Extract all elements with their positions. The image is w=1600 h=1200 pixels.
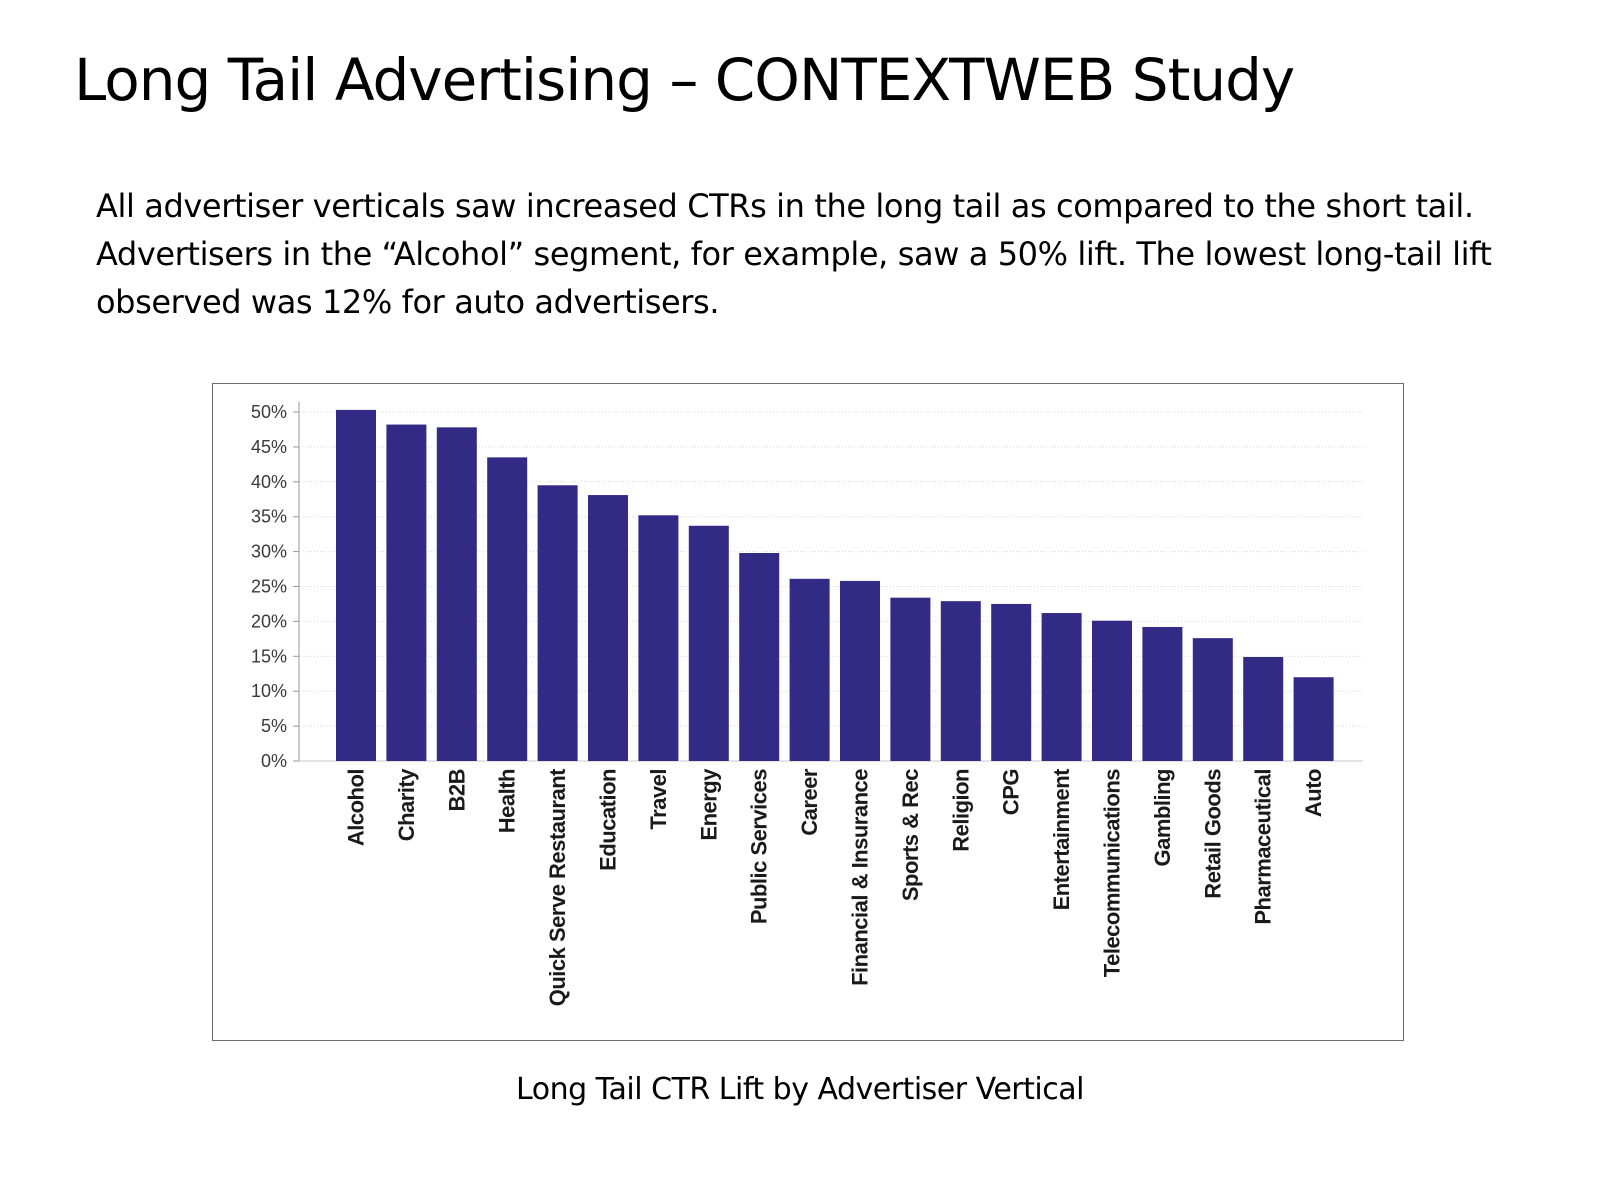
x-category-label: Health [495,769,520,833]
slide-body-text: All advertiser verticals saw increased C… [96,187,1492,321]
bar-travel [638,515,679,761]
bar-auto [1293,677,1334,761]
x-category-label: Auto [1301,769,1326,817]
x-category-label: Career [797,768,822,836]
bar-sports-rec [890,597,931,761]
x-category-label: Energy [696,768,721,841]
bar-education [588,495,628,761]
bar-chart: 0% 5% 10% 15% 20% 25% 30% 35% 40% 45% 50% Alcohol Ch… [251,402,1363,1006]
x-category-label: Telecommunications [1100,769,1125,977]
x-category-label: Travel [646,769,671,830]
x-category-label: Retail Goods [1200,769,1225,899]
x-category-label: Pharmaceutical [1251,769,1276,925]
x-category-label: Education [596,769,621,871]
x-category-label: Sports & Rec [898,769,923,901]
bar-cpg [991,603,1032,761]
x-category-label: CPG [999,769,1024,815]
bar-alcohol [336,409,376,761]
y-tick-label: 5% [261,716,287,736]
chart-caption: Long Tail CTR Lift by Advertiser Vertica… [516,1072,1084,1107]
x-category-label: B2B [444,769,469,812]
bar-entertainment [1041,613,1082,761]
bar-religion [940,601,981,761]
slide-title: Long Tail Advertising – CONTEXTWEB Study [74,46,1295,114]
bar-retail-goods [1192,638,1233,761]
bar-financial-insurance [840,580,880,761]
bar-energy [688,525,729,761]
x-category-label: Public Services [747,769,772,924]
bar-gambling [1142,626,1183,761]
bar-health [487,457,528,761]
bar-pharmaceutical [1243,656,1284,761]
x-category-label: Alcohol [344,769,369,846]
y-tick-label: 25% [251,577,287,597]
y-tick-label: 30% [251,542,287,562]
x-category-label: Entertainment [1049,768,1074,911]
y-tick-label: 20% [251,611,287,631]
bar-public-services [739,552,780,761]
x-category-label: Financial & Insurance [848,769,873,986]
bar-b2b [436,427,477,761]
x-category-label: Charity [394,768,419,842]
chart-frame: 0% 5% 10% 15% 20% 25% 30% 35% 40% 45% 50% Alcohol Ch… [212,383,1404,1041]
bar-quick-serve-restaurant [537,485,578,761]
bar-career [789,578,830,761]
y-tick-label: 15% [251,646,287,666]
bar-telecommunications [1092,620,1132,761]
y-tick-label: 45% [251,437,287,457]
bar-charity [386,424,427,761]
y-tick-label: 10% [251,681,287,701]
x-category-label: Religion [948,769,973,852]
y-tick-label: 50% [251,402,287,422]
y-tick-label: 40% [251,472,287,492]
y-tick-label: 35% [251,507,287,527]
x-category-label: Gambling [1150,769,1175,866]
y-tick-label: 0% [261,751,287,771]
x-category-label: Quick Serve Restaurant [545,768,570,1006]
